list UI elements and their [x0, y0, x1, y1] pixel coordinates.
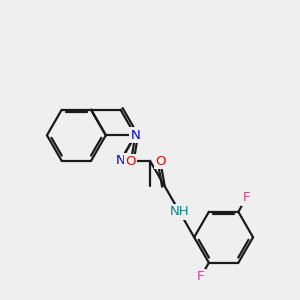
Text: F: F — [197, 270, 205, 283]
Text: O: O — [155, 155, 166, 168]
Text: NH: NH — [169, 205, 189, 218]
Text: O: O — [126, 155, 136, 168]
Text: F: F — [243, 191, 250, 204]
Text: N: N — [116, 154, 125, 167]
Text: N: N — [130, 129, 140, 142]
